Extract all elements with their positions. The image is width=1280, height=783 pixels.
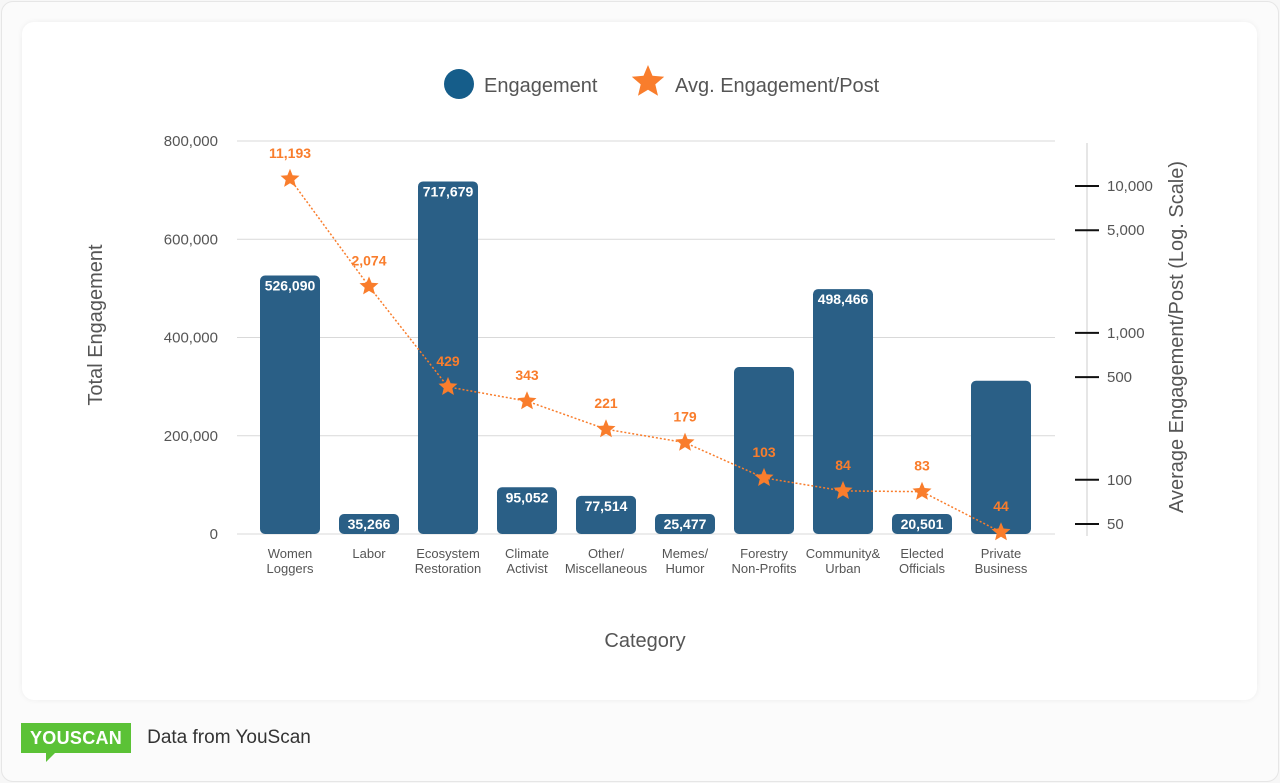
avg-star-marker	[833, 480, 853, 499]
bar	[418, 181, 478, 534]
bar-value-label: 25,477	[664, 516, 707, 532]
x-tick-label: Women	[268, 546, 313, 561]
y2-axis-title: Average Engagement/Post (Log. Scale)	[1166, 161, 1188, 513]
y-tick-label: 800,000	[164, 133, 218, 150]
avg-star-marker	[754, 467, 774, 486]
y2-tick-label: 5,000	[1107, 222, 1145, 239]
x-tick-label: Ecosystem	[416, 546, 480, 561]
x-tick-label: Private	[981, 546, 1021, 561]
avg-value-label: 179	[673, 409, 697, 425]
y2-tick-label: 100	[1107, 472, 1132, 489]
chart-card	[22, 22, 1257, 700]
x-tick-label: Restoration	[415, 561, 481, 576]
x-tick-label: Labor	[352, 546, 386, 561]
bar	[576, 495, 636, 534]
bar	[892, 514, 952, 534]
x-tick-label: Activist	[506, 561, 548, 576]
bar	[734, 366, 794, 534]
bar	[655, 514, 715, 534]
source-note: Data from YouScan	[147, 727, 311, 748]
avg-value-label: 2,074	[351, 252, 386, 268]
bar	[497, 487, 557, 534]
bar-value-label: 95,052	[506, 489, 549, 505]
avg-value-label: 44	[993, 498, 1009, 514]
avg-star-marker	[596, 419, 616, 438]
y2-tick-label: 10,000	[1107, 178, 1153, 195]
legend-engagement-label: Engagement	[484, 75, 598, 97]
avg-star-marker	[517, 391, 537, 410]
avg-star-marker	[991, 522, 1011, 541]
x-tick-label: Loggers	[267, 561, 314, 576]
legend-avg-label: Avg. Engagement/Post	[675, 75, 880, 97]
y-tick-label: 600,000	[164, 231, 218, 248]
x-tick-label: Memes/	[662, 546, 709, 561]
x-tick-label: Elected	[900, 546, 943, 561]
avg-value-label: 429	[436, 353, 460, 369]
y-tick-label: 400,000	[164, 330, 218, 347]
x-axis-title: Category	[604, 630, 685, 652]
x-tick-label: Business	[975, 561, 1028, 576]
avg-value-label: 84	[835, 457, 851, 473]
legend-avg-star-icon	[631, 65, 665, 96]
x-tick-label: Community&	[806, 546, 881, 561]
x-tick-label: Humor	[665, 561, 705, 576]
legend-engagement-marker	[444, 69, 474, 99]
bar-value-label: 526,090	[265, 278, 316, 294]
x-tick-label: Urban	[825, 561, 860, 576]
avg-star-marker	[359, 276, 379, 295]
avg-line	[289, 178, 1002, 533]
bar	[971, 380, 1031, 534]
legend: Engagement Avg. Engagement/Post	[444, 65, 880, 99]
avg-value-label: 103	[752, 444, 776, 460]
avg-value-label: 83	[914, 458, 930, 474]
footer: YOUSCAN Data from YouScan	[21, 723, 311, 762]
bar	[260, 275, 320, 534]
avg-value-label: 11,193	[269, 145, 311, 161]
y2-tick-label: 1,000	[1107, 325, 1145, 342]
x-tick-label: Forestry	[740, 546, 788, 561]
avg-star-marker	[675, 432, 695, 451]
x-tick-label: Climate	[505, 546, 549, 561]
avg-star-marker	[280, 168, 300, 187]
y2-tick-label: 50	[1107, 516, 1124, 533]
bar	[813, 289, 873, 534]
bar-value-label: 77,514	[585, 498, 628, 514]
bar-value-label: 717,679	[423, 183, 474, 199]
y2-tick-label: 500	[1107, 369, 1132, 386]
x-tick-label: Officials	[899, 561, 945, 576]
bar-value-label: 20,501	[901, 516, 944, 532]
avg-star-marker	[438, 376, 458, 395]
bar-value-label: 35,266	[348, 516, 391, 532]
x-tick-label: Non-Profits	[731, 561, 797, 576]
bar	[339, 514, 399, 534]
x-tick-label: Miscellaneous	[565, 561, 648, 576]
bar-value-label: 498,466	[818, 291, 869, 307]
avg-value-label: 221	[594, 395, 618, 411]
avg-value-label: 343	[515, 367, 539, 383]
avg-star-marker	[912, 481, 932, 500]
youscan-logo: YOUSCAN	[21, 723, 132, 762]
y-tick-label: 200,000	[164, 428, 218, 445]
y-axis-title: Total Engagement	[85, 244, 107, 406]
x-tick-label: Other/	[588, 546, 625, 561]
y-tick-label: 0	[210, 526, 218, 543]
